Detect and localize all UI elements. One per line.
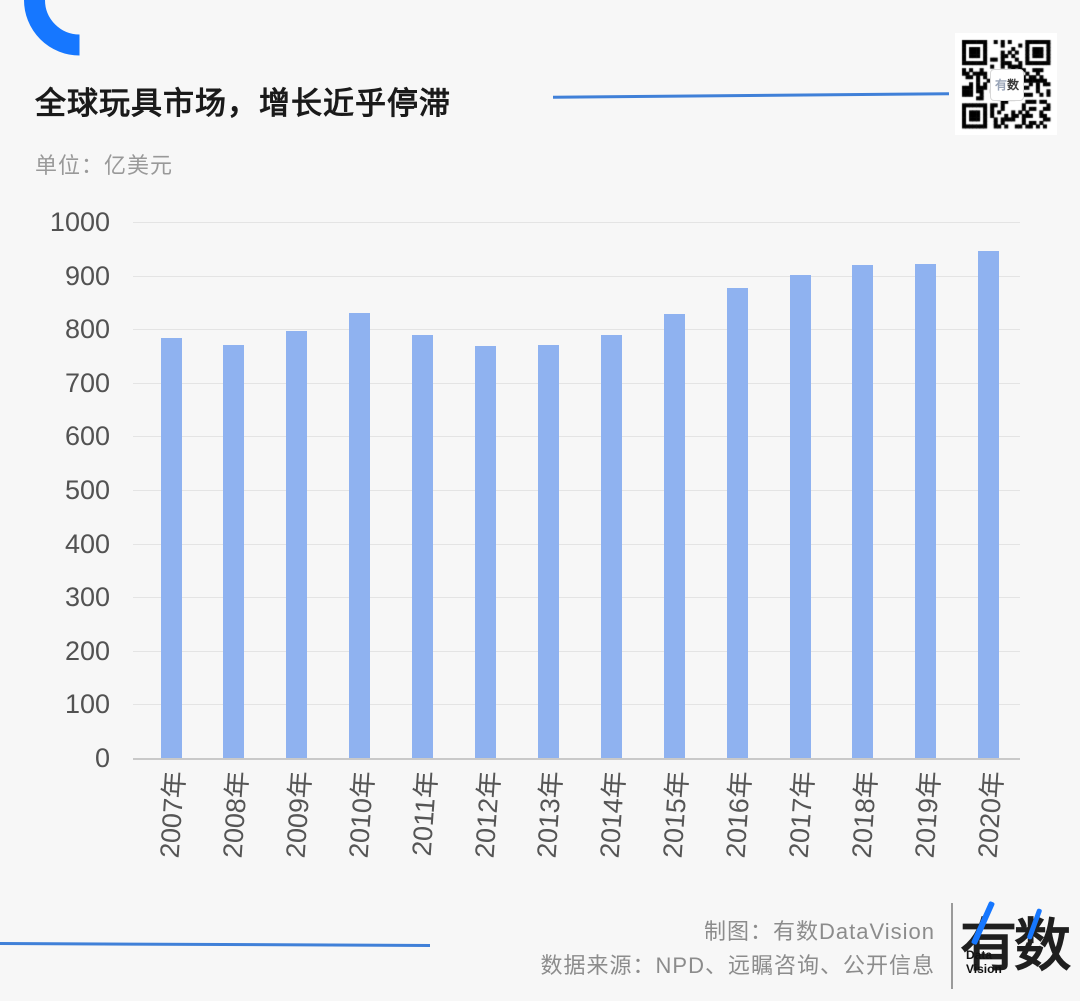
y-tick-label-900: 900 — [64, 260, 110, 291]
qr-center-label-shu: 数 — [1007, 78, 1020, 92]
bar-2015年 — [663, 313, 685, 758]
footer-accent-line — [0, 942, 431, 947]
x-tick-label-2008年: 2008年 — [217, 770, 254, 860]
bar-2008年 — [223, 344, 245, 758]
x-tick-label-2016年: 2016年 — [720, 770, 757, 860]
y-tick-label-0: 0 — [94, 743, 110, 773]
x-tick-label-2012年: 2012年 — [468, 770, 505, 860]
footer-credits: 制图：有数DataVision 数据来源：NPD、远瞩咨询、公开信息 — [435, 915, 935, 983]
y-tick-label-500: 500 — [64, 475, 110, 505]
x-tick-label-2015年: 2015年 — [657, 770, 694, 860]
gridline-900 — [133, 275, 1020, 277]
bar-2016年 — [726, 288, 748, 758]
qr-center-logo: 有数 — [990, 69, 1024, 101]
gridline-600 — [133, 436, 1020, 438]
gridline-100 — [133, 704, 1020, 706]
y-tick-label-300: 300 — [64, 582, 110, 613]
brand-logo-text: 有数 — [960, 914, 1071, 978]
credit-source: 数据来源：NPD、远瞩咨询、公开信息 — [540, 953, 935, 978]
bar-2011年 — [412, 335, 434, 758]
y-tick-label-200: 200 — [64, 635, 110, 666]
footer-divider — [951, 903, 953, 989]
bar-2014年 — [600, 334, 622, 758]
x-tick-label-2019年: 2019年 — [909, 770, 946, 860]
gridline-400 — [133, 543, 1020, 545]
bar-2020年 — [978, 250, 1000, 758]
bar-2012年 — [475, 345, 496, 758]
bar-2019年 — [915, 264, 937, 758]
x-tick-label-2017年: 2017年 — [783, 770, 820, 860]
gridline-800 — [133, 329, 1020, 331]
gridline-1000 — [133, 222, 1020, 223]
bar-2007年 — [160, 338, 182, 758]
gridline-500 — [133, 490, 1020, 491]
bar-2009年 — [286, 330, 308, 758]
gridline-0 — [133, 758, 1020, 760]
y-tick-label-600: 600 — [64, 421, 110, 452]
brand-arc-icon — [24, 0, 81, 56]
title-accent-line — [552, 92, 950, 99]
y-tick-label-800: 800 — [64, 314, 110, 345]
x-tick-label-2009年: 2009年 — [280, 770, 317, 860]
x-tick-label-2011年: 2011年 — [406, 770, 443, 858]
gridline-300 — [133, 597, 1020, 599]
bar-2013年 — [537, 345, 559, 758]
y-tick-label-100: 100 — [64, 689, 110, 720]
x-tick-label-2013年: 2013年 — [531, 770, 568, 860]
qr-center-label-you: 有 — [994, 78, 1007, 92]
qr-code: 有数 — [955, 33, 1057, 135]
brand-logo-subtext: Data Vision — [966, 948, 1002, 976]
bar-2018年 — [852, 265, 874, 758]
y-tick-label-1000: 1000 — [49, 207, 110, 237]
gridline-200 — [133, 650, 1020, 652]
x-tick-label-2010年: 2010年 — [343, 770, 380, 860]
x-tick-label-2020年: 2020年 — [972, 770, 1009, 860]
y-tick-label-400: 400 — [64, 528, 110, 559]
x-tick-label-2014年: 2014年 — [594, 770, 631, 860]
gridline-700 — [133, 382, 1020, 384]
unit-label: 单位：亿美元 — [35, 153, 174, 178]
credit-mapmaker: 制图：有数DataVision — [704, 919, 935, 944]
y-tick-label-700: 700 — [64, 367, 110, 398]
bar-2017年 — [789, 274, 811, 758]
bar-2010年 — [349, 312, 371, 758]
x-tick-label-2018年: 2018年 — [846, 770, 883, 860]
x-tick-label-2007年: 2007年 — [154, 770, 191, 860]
brand-logo: 有数 Data Vision — [960, 898, 1072, 994]
page-title: 全球玩具市场，增长近乎停滞 — [35, 86, 451, 121]
